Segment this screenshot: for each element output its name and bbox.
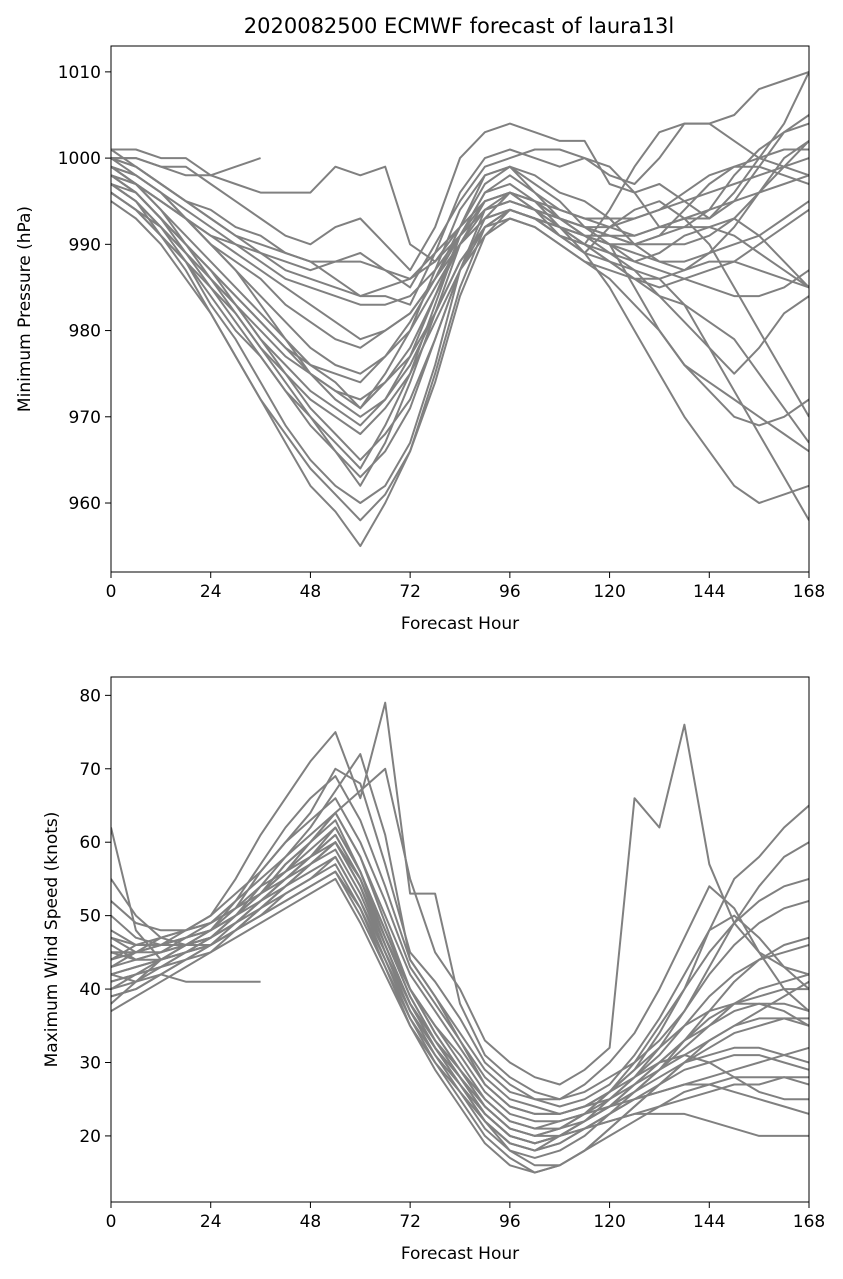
x-tick-label: 144 [693, 582, 725, 602]
y-tick-label: 1000 [58, 149, 101, 169]
y-tick-label: 30 [79, 1053, 101, 1073]
x-axis-label: Forecast Hour [401, 1244, 519, 1264]
series-line-7 [111, 165, 809, 453]
x-tick-label: 96 [499, 1212, 521, 1232]
series-line-4 [111, 767, 809, 1101]
pressure-panel: 0 24 48 72 96 120 144 168 960 970 980 990 1000 1010 Fo… [15, 45, 825, 634]
series-line-23 [111, 148, 809, 298]
y-tick-label: 50 [79, 907, 101, 927]
y-tick-label: 1010 [58, 63, 101, 83]
series-line-22 [111, 165, 809, 427]
x-tick-label: 72 [399, 1212, 421, 1232]
y-tick-label: 990 [69, 235, 101, 255]
y-tick-label: 60 [79, 833, 101, 853]
x-tick-label: 120 [593, 1212, 625, 1232]
x-axis-label: Forecast Hour [401, 614, 519, 634]
series-line-2 [111, 114, 809, 272]
series-line-21 [111, 833, 809, 1145]
x-tick-label: 24 [200, 1212, 222, 1232]
x-tick-label: 48 [300, 582, 322, 602]
x-tick-label: 72 [399, 582, 421, 602]
x-tick-label: 0 [106, 582, 117, 602]
series-line-23 [111, 826, 809, 1137]
y-tick-label: 70 [79, 760, 101, 780]
y-axis-label: Maximum Wind Speed (knots) [42, 812, 62, 1068]
x-tick-label: 168 [793, 1212, 825, 1232]
wind-panel: 0 24 48 72 96 120 144 168 20 30 40 50 60 70 80 Forecast… [42, 676, 825, 1264]
series-line-19 [111, 183, 809, 548]
series-line-20 [111, 877, 809, 1152]
series-line-19 [111, 826, 809, 1145]
series-group [111, 701, 809, 1174]
x-tick-label: 48 [300, 1212, 322, 1232]
series-line-22 [111, 841, 809, 1152]
plot-frame [110, 45, 810, 573]
chart-title: 2020082500 ECMWF forecast of laura13l [244, 14, 674, 38]
y-tick-label: 960 [69, 494, 101, 514]
series-line-4 [111, 122, 809, 306]
y-axis-label: Minimum Pressure (hPa) [15, 206, 35, 412]
x-tick-label: 96 [499, 582, 521, 602]
x-tick-label: 0 [106, 1212, 117, 1232]
x-tick-label: 144 [693, 1212, 725, 1232]
y-tick-label: 970 [69, 408, 101, 428]
series-line-2 [111, 701, 809, 1101]
series-line-24 [111, 870, 809, 1145]
series-line-24 [111, 191, 809, 435]
y-tick-label: 980 [69, 322, 101, 342]
series-line-6 [111, 797, 809, 1115]
x-tick-label: 120 [593, 582, 625, 602]
x-tick-label: 168 [793, 582, 825, 602]
y-tick-label: 80 [79, 686, 101, 706]
series-group [111, 70, 809, 548]
series-line-7 [111, 811, 809, 1115]
y-tick-label: 20 [79, 1127, 101, 1147]
y-tick-label: 40 [79, 980, 101, 1000]
plot-frame [110, 676, 810, 1203]
series-line-1 [111, 71, 809, 263]
x-tick-label: 24 [200, 582, 222, 602]
series-line-5 [111, 775, 809, 1108]
